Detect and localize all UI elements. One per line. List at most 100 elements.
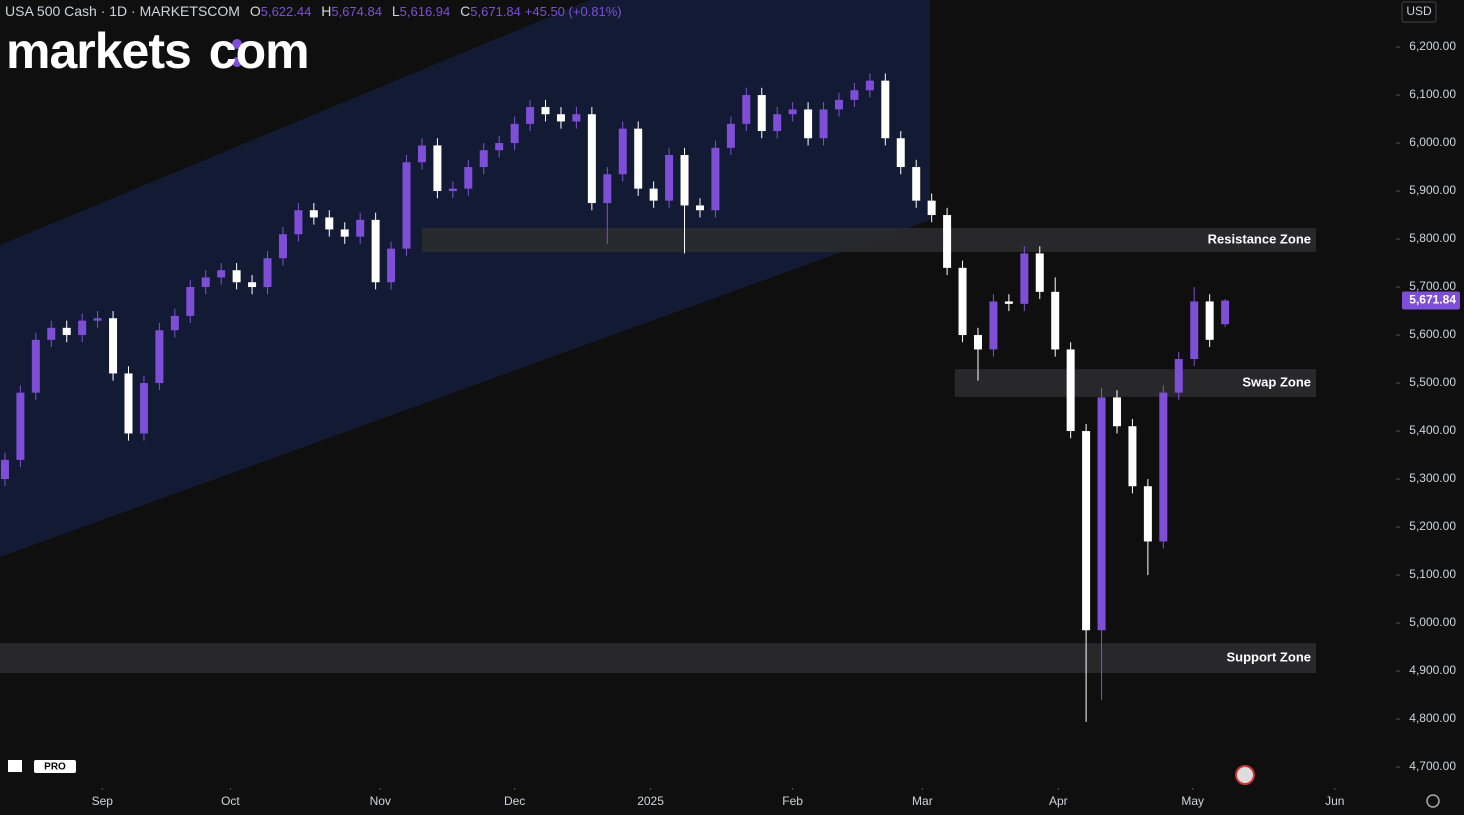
y-tick-label: 6,200.00 [1409,39,1456,53]
candle-body [773,114,782,132]
candle-body [62,327,71,336]
candle-body [479,150,488,168]
symbol: USA 500 Cash · 1D · MARKETSCOM [5,3,240,19]
candle-body [1112,397,1121,427]
candle-body [356,219,365,237]
x-tick-label: 2025 [637,794,664,808]
candle-body [217,270,226,278]
currency-box[interactable] [1401,1,1437,23]
candle-body [387,248,396,283]
candle-body [93,318,102,321]
channel [0,0,930,557]
y-tick-label: 6,000.00 [1409,135,1456,149]
o-value: 5,622.44 [260,4,312,19]
currency[interactable]: USD [1406,4,1432,18]
candle-body [495,143,504,151]
o-key: O [249,3,261,19]
y-tick-label: 4,800.00 [1409,711,1456,725]
candle-body [1051,291,1060,350]
x-tick-label: Mar [912,794,933,808]
candle-body [109,318,118,374]
candle-body [1190,301,1199,360]
candle-body [47,327,56,340]
y-tick-label: 5,900.00 [1409,183,1456,197]
h-value: 5,674.84 [331,4,382,19]
y-tick-label: 5,000.00 [1409,615,1456,629]
candle-body [510,123,519,144]
candle-body [433,145,442,192]
candle-body [680,155,689,206]
tv-badge-text: PRO [44,762,66,773]
header: USA 500 Cash · 1D · MARKETSCOM O5,622.44… [5,3,622,19]
flag-icon[interactable] [1235,765,1255,785]
candle-body [896,138,905,168]
candle-body [340,229,349,237]
candle-body [325,217,334,230]
candle-body [0,459,9,480]
x-tick-label: Dec [504,794,525,808]
candle-body [819,109,828,139]
settings-icon[interactable] [1426,794,1440,808]
candle-body [603,174,612,204]
candle-body [587,114,596,204]
candle-body [556,114,565,122]
y-tick-label: 5,200.00 [1409,519,1456,533]
candle-body [927,200,936,216]
candle-body [309,210,318,218]
candle-body [1082,431,1091,631]
x-tick-label: Apr [1049,794,1068,808]
candle-body [1174,359,1183,393]
candle-body [973,335,982,350]
x-tick-label: Nov [370,794,391,808]
candle-body [788,109,797,115]
candle-body [526,107,535,124]
candle-body [186,287,195,316]
zone [954,369,1316,397]
candle-body [155,330,164,384]
change: +45.50 (+0.81%) [524,4,622,19]
candle-body [1159,392,1168,542]
c-value: 5,671.84 [470,4,521,19]
c-key: C [460,3,471,19]
candle-body [201,277,210,288]
candle-body [278,234,287,259]
zone-label: Swap Zone [1242,374,1311,389]
x-tick-label: Jun [1325,794,1344,808]
candle-body [448,188,457,192]
y-tick-label: 5,800.00 [1409,231,1456,245]
y-tick-label: 6,100.00 [1409,87,1456,101]
candle-body [541,107,550,115]
y-tick-label: 5,400.00 [1409,423,1456,437]
logo-left: markets [6,23,192,79]
y-tick-label: 4,700.00 [1409,759,1456,773]
y-tick-label: 5,300.00 [1409,471,1456,485]
candle-body [634,128,643,189]
candle-body [804,109,813,139]
candle-body [1097,397,1106,631]
logo: markets com [6,22,310,80]
candle-body [1143,486,1152,542]
candle-body [31,339,40,393]
candle-body [881,80,890,139]
candle-body [865,80,874,91]
candle-body [834,99,843,110]
candle-body [850,90,859,100]
candle-body [263,258,272,288]
last-price-box [1402,291,1460,310]
l-value: 5,616.94 [399,4,451,19]
candle-body [1004,301,1013,304]
candle-body [1221,300,1230,325]
logo-dot [232,39,242,49]
zone [421,228,1316,252]
x-tick-label: Oct [221,794,240,808]
candle-body [1020,253,1029,304]
candle-body [464,167,473,189]
candle-body [417,145,426,163]
x-tick-label: Feb [782,794,803,808]
zone-label: Support Zone [1227,650,1312,665]
candle-body [912,167,921,201]
candle-body [124,373,133,434]
y-tick-label: 4,900.00 [1409,663,1456,677]
candle-body [78,320,87,336]
